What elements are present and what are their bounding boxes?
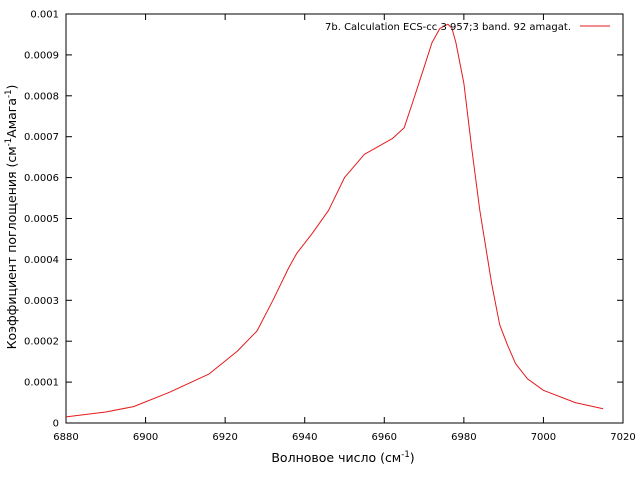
legend-label: 7b. Calculation ECS-cc 3 957;3 band. 92 … (325, 22, 571, 33)
y-tick-label: 0.0005 (24, 214, 59, 225)
legend: 7b. Calculation ECS-cc 3 957;3 band. 92 … (325, 22, 610, 33)
x-tick-label: 7020 (610, 432, 635, 443)
y-axis-label: Коэффициент поглощения (см-1Амага-1) (4, 85, 19, 350)
y-tick-label: 0.0009 (24, 50, 59, 61)
plot-border (65, 13, 624, 424)
x-axis: 6880 6900 6920 6940 6960 6980 7000 7020 (53, 14, 636, 443)
plot-frame (65, 13, 624, 424)
y-tick-label: 0.0001 (24, 378, 59, 389)
x-tick-label: 7000 (531, 432, 556, 443)
x-tick-label: 6880 (53, 432, 78, 443)
series-line (65, 23, 604, 418)
y-tick-label: 0.001 (30, 10, 59, 21)
y-tick-label: 0.0002 (24, 337, 59, 348)
x-axis-label: Волновое число (см-1) (271, 450, 414, 465)
x-tick-label: 6960 (372, 432, 397, 443)
y-tick-label: 0.0006 (24, 173, 59, 184)
y-axis: 0 0.0001 0.0002 0.0003 0.0004 0.0005 0.0006 0.0… (24, 10, 623, 430)
y-tick-label: 0 (53, 419, 59, 430)
x-tick-label: 6980 (451, 432, 476, 443)
x-tick-label: 6900 (133, 432, 158, 443)
y-tick-label: 0.0004 (24, 255, 59, 266)
y-tick-label: 0.0003 (24, 296, 59, 307)
x-tick-label: 6940 (292, 432, 317, 443)
y-tick-label: 0.0007 (24, 132, 59, 143)
y-tick-label: 0.0008 (24, 91, 59, 102)
series-layer (65, 23, 604, 418)
x-tick-label: 6920 (212, 432, 237, 443)
